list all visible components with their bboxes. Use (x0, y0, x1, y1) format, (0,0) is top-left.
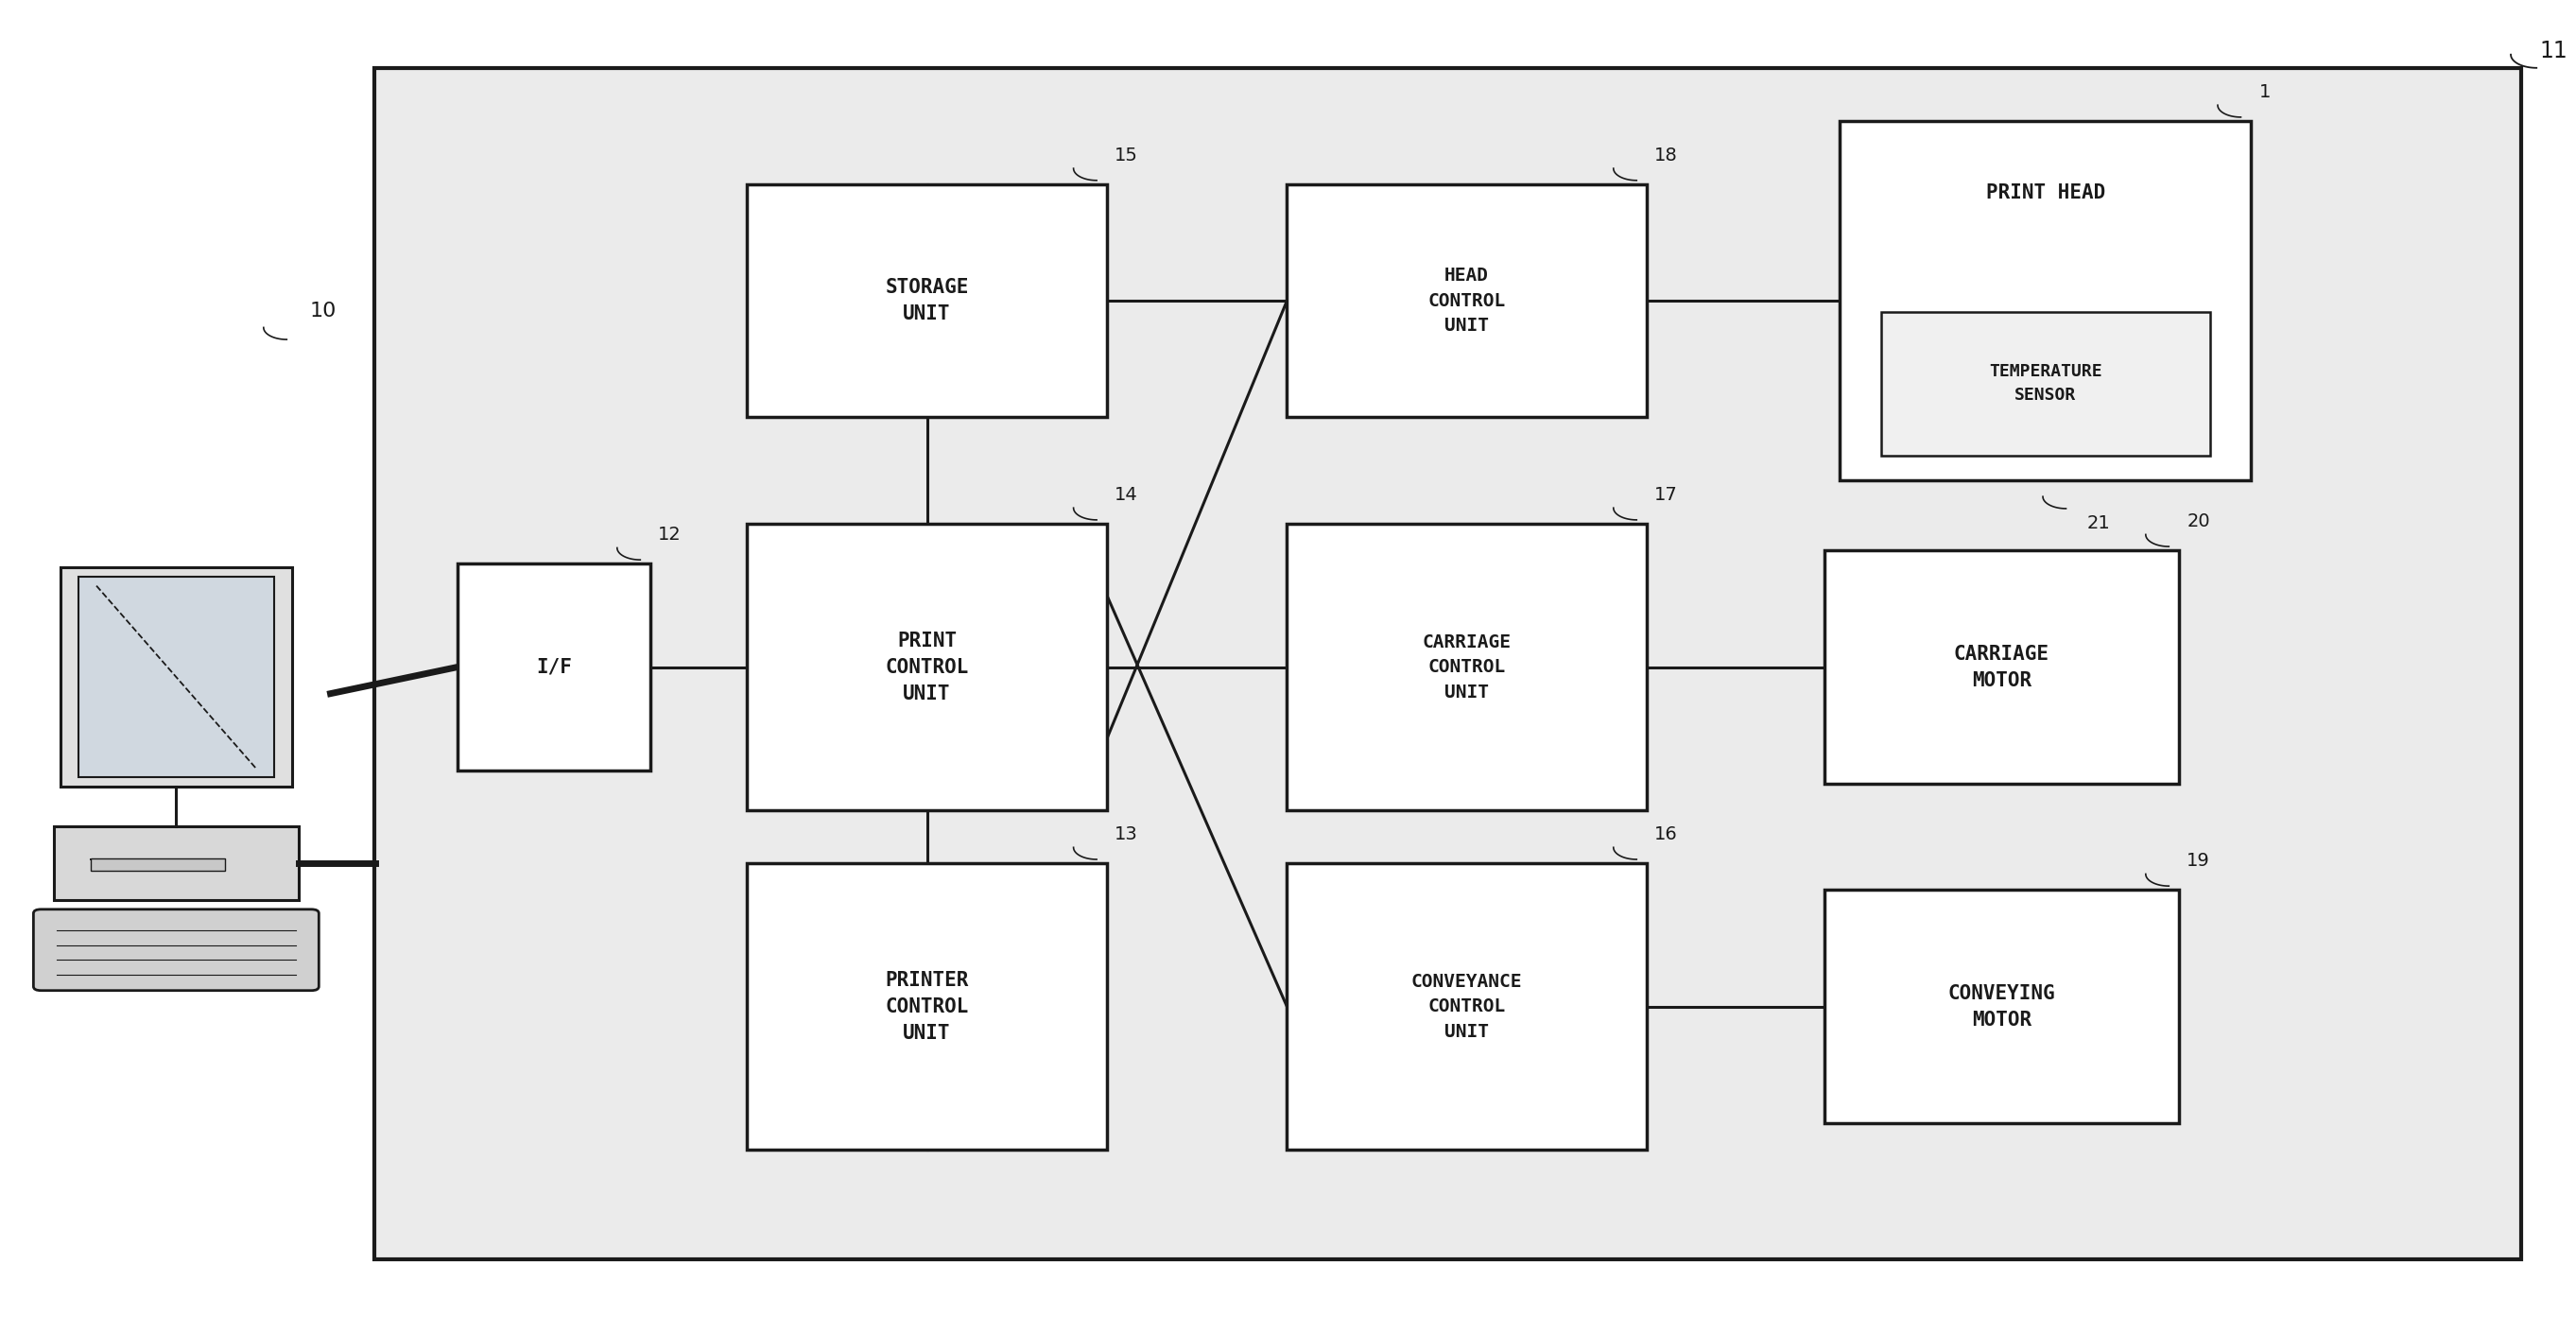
FancyBboxPatch shape (1880, 312, 2210, 455)
FancyBboxPatch shape (1288, 863, 1646, 1150)
Text: PRINT
CONTROL
UNIT: PRINT CONTROL UNIT (886, 631, 969, 703)
Text: 11: 11 (2540, 40, 2568, 63)
Text: PRINT HEAD: PRINT HEAD (1986, 184, 2105, 203)
FancyBboxPatch shape (1839, 121, 2251, 480)
Text: 19: 19 (2187, 852, 2210, 870)
FancyBboxPatch shape (374, 68, 2522, 1259)
FancyBboxPatch shape (747, 863, 1108, 1150)
Text: 20: 20 (2187, 512, 2210, 531)
Text: 13: 13 (1115, 826, 1139, 843)
Text: STORAGE
UNIT: STORAGE UNIT (886, 279, 969, 324)
FancyBboxPatch shape (747, 184, 1108, 418)
FancyBboxPatch shape (90, 858, 224, 870)
FancyBboxPatch shape (54, 827, 299, 900)
Text: 10: 10 (309, 301, 337, 321)
Text: CONVEYANCE
CONTROL
UNIT: CONVEYANCE CONTROL UNIT (1412, 972, 1522, 1041)
Text: 1: 1 (2259, 83, 2269, 101)
FancyBboxPatch shape (59, 567, 291, 787)
Text: CARRIAGE
MOTOR: CARRIAGE MOTOR (1955, 644, 2050, 690)
Text: 12: 12 (659, 526, 683, 544)
Text: 21: 21 (2087, 514, 2110, 532)
Text: 14: 14 (1115, 486, 1139, 504)
Text: HEAD
CONTROL
UNIT: HEAD CONTROL UNIT (1427, 267, 1507, 335)
Text: 15: 15 (1115, 147, 1139, 164)
FancyBboxPatch shape (1824, 890, 2179, 1123)
FancyBboxPatch shape (1824, 551, 2179, 783)
FancyBboxPatch shape (1288, 184, 1646, 418)
FancyBboxPatch shape (459, 564, 652, 770)
FancyBboxPatch shape (1288, 524, 1646, 810)
FancyBboxPatch shape (33, 910, 319, 991)
Text: 18: 18 (1654, 147, 1677, 164)
Text: CARRIAGE
CONTROL
UNIT: CARRIAGE CONTROL UNIT (1422, 632, 1512, 702)
Text: TEMPERATURE
SENSOR: TEMPERATURE SENSOR (1989, 363, 2102, 404)
Text: 17: 17 (1654, 486, 1677, 504)
Text: PRINTER
CONTROL
UNIT: PRINTER CONTROL UNIT (886, 971, 969, 1042)
FancyBboxPatch shape (77, 576, 273, 778)
FancyBboxPatch shape (747, 524, 1108, 810)
Text: I/F: I/F (536, 658, 572, 676)
Text: CONVEYING
MOTOR: CONVEYING MOTOR (1947, 983, 2056, 1030)
Text: 16: 16 (1654, 826, 1677, 843)
